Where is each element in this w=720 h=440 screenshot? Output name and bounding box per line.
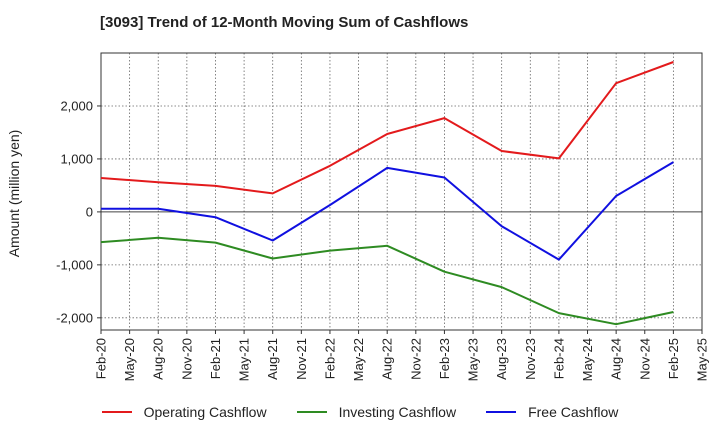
x-tick-label: Nov-21 <box>294 338 309 380</box>
y-tick-label: -1,000 <box>56 257 93 272</box>
chart-legend: Operating Cashflow Investing Cashflow Free… <box>0 404 720 420</box>
x-tick-label: May-20 <box>122 338 137 381</box>
x-tick-label: Aug-22 <box>380 338 395 380</box>
x-tick-label: Nov-23 <box>523 338 538 380</box>
y-tick-label: 1,000 <box>60 151 93 166</box>
investing-cashflow-line <box>100 236 674 326</box>
x-tick-label: May-21 <box>237 338 252 381</box>
x-tick-label: May-25 <box>695 338 710 381</box>
legend-swatch <box>296 411 327 413</box>
x-tick-label: Nov-22 <box>408 338 423 380</box>
legend-swatch <box>101 411 132 413</box>
legend-item-free-cashflow: Free Cashflow <box>486 404 618 420</box>
y-axis-label: Amount (million yen) <box>6 130 22 258</box>
legend-label: Free Cashflow <box>528 404 619 420</box>
x-tick-label: Nov-24 <box>637 338 652 380</box>
x-tick-label: Aug-23 <box>494 338 509 380</box>
legend-item-operating-cashflow: Operating Cashflow <box>101 404 267 420</box>
x-tick-label: Feb-23 <box>437 338 452 379</box>
x-tick-label: Aug-20 <box>151 338 166 380</box>
x-tick-label: May-22 <box>351 338 366 381</box>
x-tick-label: Aug-24 <box>609 338 624 380</box>
x-tick-label: Feb-21 <box>208 338 223 379</box>
x-tick-label: Nov-20 <box>179 338 194 380</box>
x-tick-label: May-23 <box>466 338 481 381</box>
x-tick-label: Feb-22 <box>322 338 337 379</box>
x-tick-label: Feb-20 <box>94 338 109 379</box>
y-tick-label: -2,000 <box>56 310 93 325</box>
y-tick-label: 0 <box>86 204 93 219</box>
free-cashflow-line <box>101 161 674 261</box>
x-tick-label: Feb-24 <box>551 338 566 379</box>
legend-swatch <box>486 411 517 413</box>
x-tick-label: Feb-25 <box>666 338 681 379</box>
y-tick-label: 2,000 <box>60 98 93 113</box>
x-tick-label: Aug-21 <box>265 338 280 380</box>
legend-label: Operating Cashflow <box>143 404 267 420</box>
legend-label: Investing Cashflow <box>338 404 457 420</box>
x-tick-label: May-24 <box>580 338 595 381</box>
plot-area <box>100 52 703 331</box>
operating-cashflow-line <box>100 61 674 195</box>
legend-item-investing-cashflow: Investing Cashflow <box>296 404 457 420</box>
chart-title: [3093] Trend of 12-Month Moving Sum of C… <box>100 14 469 31</box>
